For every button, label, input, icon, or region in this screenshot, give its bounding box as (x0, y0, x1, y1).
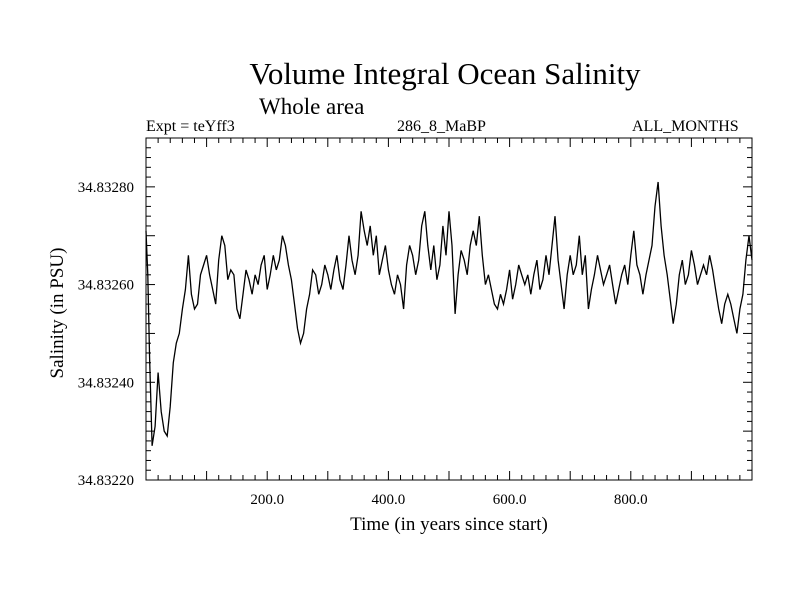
salinity-series-line (145, 181, 753, 446)
x-tick-label: 600.0 (493, 492, 527, 508)
months-label: ALL_MONTHS (632, 118, 739, 135)
axis-tick-labels: 200.0 400.0 600.0 800.0 34.83220 34.83240 34.8… (78, 180, 648, 508)
x-tick-label: 800.0 (614, 492, 648, 508)
chart-subtitle: Whole area (259, 94, 365, 119)
y-tick-label: 34.83220 (78, 473, 134, 489)
experiment-label: Expt = teYff3 (146, 118, 235, 135)
y-tick-label: 34.83260 (78, 278, 134, 294)
period-label: 286_8_MaBP (397, 118, 486, 135)
y-tick-label: 34.83240 (78, 375, 134, 391)
x-tick-label: 400.0 (372, 492, 406, 508)
y-tick-label: 34.83280 (78, 180, 134, 196)
x-axis-label: Time (in years since start) (350, 514, 548, 535)
chart-title: Volume Integral Ocean Salinity (249, 56, 641, 91)
y-axis-label: Salinity (in PSU) (47, 248, 68, 379)
x-tick-label: 200.0 (250, 492, 284, 508)
